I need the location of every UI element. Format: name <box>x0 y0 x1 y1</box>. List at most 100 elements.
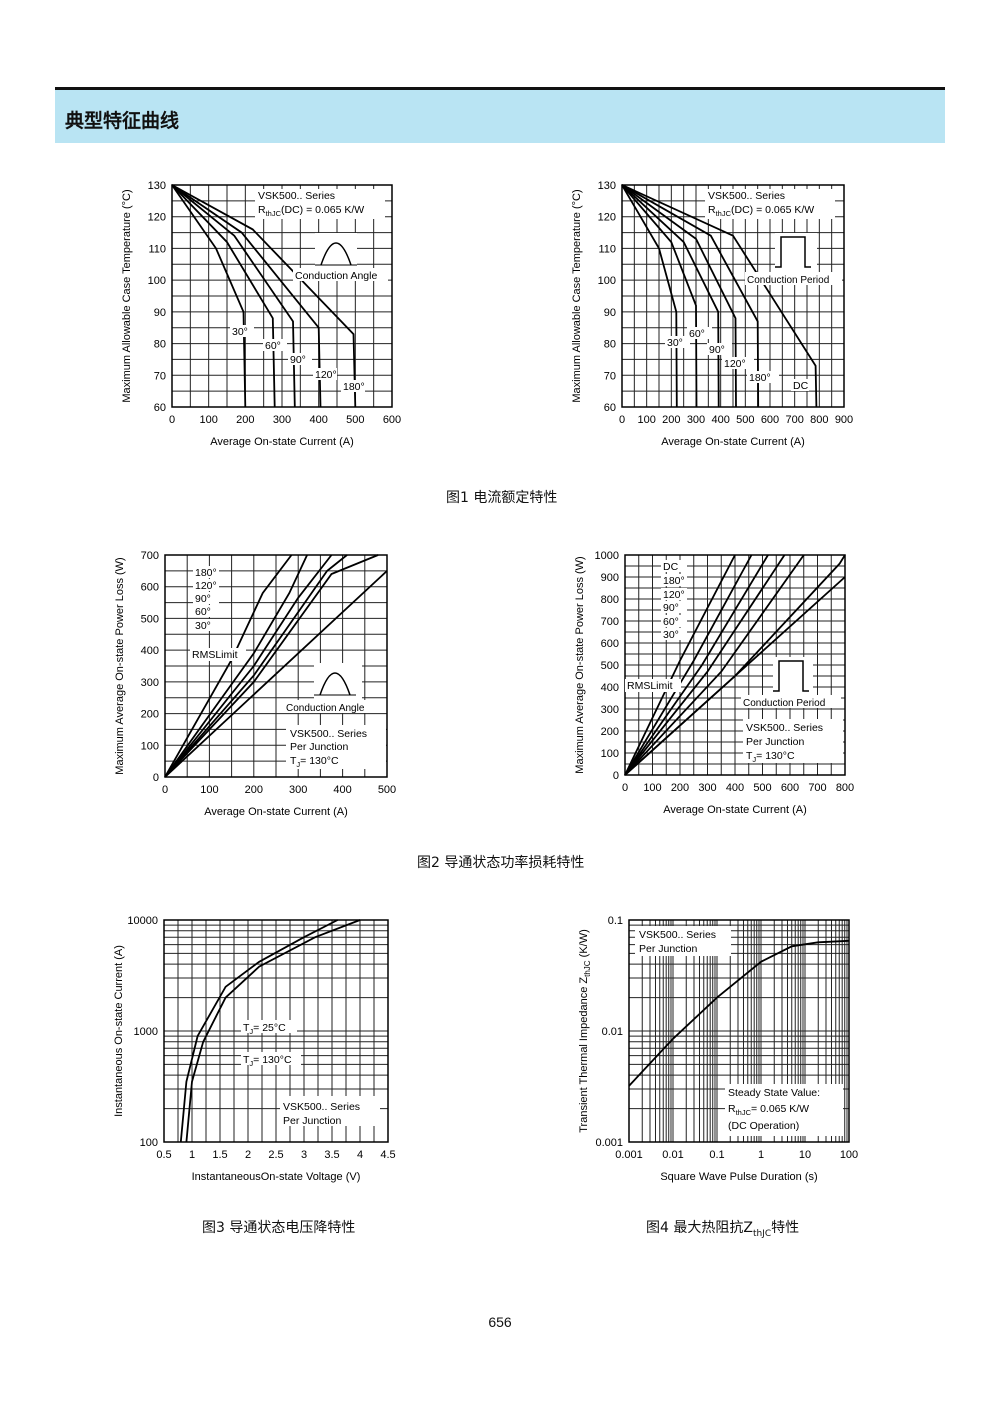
half-sine-wave-icon <box>319 672 351 696</box>
fig3-caption: 图3 导通状态电压降特性 <box>202 1220 356 1236</box>
x-tick-label: 100 <box>840 1149 858 1161</box>
tj-label: TJ= 130°C <box>290 755 339 769</box>
y-tick-label: 90 <box>604 307 616 319</box>
y-tick-label: 1000 <box>134 1026 158 1038</box>
tj-130-label: TJ= 130°C <box>243 1054 292 1068</box>
label-background <box>661 574 687 586</box>
curve-label: 90° <box>709 344 725 356</box>
x-tick-label: 0 <box>622 782 628 794</box>
y-tick-label: 130 <box>598 180 616 192</box>
x-tick-label: 900 <box>835 414 853 426</box>
y-axis-label: Maximum Average On-state Power Loss (W) <box>574 556 586 773</box>
y-tick-label: 700 <box>601 616 619 628</box>
label-background <box>313 368 337 380</box>
y-tick-label: 0 <box>613 770 619 782</box>
curve-label: 120° <box>315 369 337 381</box>
section-title: 典型特征曲线 <box>65 110 180 132</box>
tj-label-value: = 130°C <box>756 750 795 762</box>
label-background <box>286 725 386 769</box>
label-background <box>661 588 687 600</box>
y-axis-label: Maximum Average On-state Power Loss (W) <box>114 557 126 774</box>
y-tick-label: 100 <box>148 275 166 287</box>
fig1-right-chart: 0 100 200 300 400 500 600 700 800 900 60 70 80 90 100 1… <box>571 180 853 448</box>
y-tick-label: 500 <box>601 660 619 672</box>
y-tick-label: 120 <box>148 212 166 224</box>
rms-limit-label: RMSLimit <box>627 680 673 692</box>
x-tick-label: 100 <box>637 414 655 426</box>
y-tick-label: 0 <box>153 772 159 784</box>
y-tick-label: 100 <box>598 275 616 287</box>
x-tick-label: 2.5 <box>268 1149 283 1161</box>
x-axis-label: Average On-state Current (A) <box>663 804 806 816</box>
series-line <box>171 184 322 408</box>
series-line <box>624 554 753 776</box>
curve-label: 90° <box>195 593 211 605</box>
rthjc-label: RthJC(DC) = 0.065 K/W <box>258 204 364 218</box>
tj-label-value: = 130°C <box>300 755 339 767</box>
curve-label: 60° <box>689 328 705 340</box>
plot-frame <box>628 919 850 1143</box>
x-tick-label: 400 <box>333 784 351 796</box>
fig2-caption: 图2 导通状态功率损耗特性 <box>417 855 585 871</box>
section-banner: 典型特征曲线 <box>55 90 945 143</box>
x-axis-label: InstantaneousOn-state Voltage (V) <box>192 1171 361 1183</box>
y-tick-label: 110 <box>598 243 616 255</box>
series-line <box>621 184 760 408</box>
square-wave-icon <box>773 660 809 692</box>
top-rule <box>55 87 945 90</box>
label-background <box>193 566 219 578</box>
tj-25-label-sub: J <box>249 1027 253 1036</box>
fig2-right-chart: 0 100 200 300 400 500 600 700 800 0 100 200 300 400 50… <box>574 550 854 816</box>
x-tick-label: 0.1 <box>709 1149 724 1161</box>
label-background <box>241 1020 297 1033</box>
plot-frame <box>163 919 389 1143</box>
curve-label: DC <box>793 380 809 392</box>
x-tick-label: 0.001 <box>615 1149 643 1161</box>
plot-frame <box>171 184 393 408</box>
conduction-angle-label: Conduction Angle <box>295 270 377 282</box>
series-line <box>164 554 333 778</box>
label-background <box>293 268 388 281</box>
curve-label: 30° <box>663 629 679 641</box>
x-tick-label: 300 <box>273 414 291 426</box>
fig4-caption-sub: thJC <box>752 1228 772 1239</box>
x-tick-label: 400 <box>711 414 729 426</box>
series-label-text: VSK500.. Series <box>639 929 716 941</box>
x-tick-label: 4.5 <box>380 1149 395 1161</box>
y-axis-label: Transient Thermal Impedance ZthJC (K/W) <box>578 929 592 1133</box>
y-tick-label: 600 <box>601 638 619 650</box>
x-axis-label: Average On-state Current (A) <box>210 436 353 448</box>
label-background <box>747 371 779 383</box>
y-tick-label: 60 <box>604 402 616 414</box>
curve-label: 90° <box>663 602 679 614</box>
y-axis-label: Instantaneous On-state Current (A) <box>113 945 125 1117</box>
y-axis-label-sub: thJC <box>583 960 592 977</box>
label-background <box>190 648 246 661</box>
fig4-caption-suffix: 特性 <box>771 1220 800 1236</box>
fig4-caption: 图4 最大热阻抗ZthJC特性 <box>646 1217 799 1239</box>
tj-25-label: TJ= 25°C <box>243 1022 286 1036</box>
y-tick-label: 80 <box>154 339 166 351</box>
y-tick-label: 0.1 <box>608 915 623 927</box>
series-line <box>624 576 846 776</box>
label-background <box>635 926 731 956</box>
x-tick-label: 500 <box>378 784 396 796</box>
label-background <box>661 560 687 572</box>
y-tick-label: 100 <box>140 1137 158 1149</box>
label-background <box>193 619 219 631</box>
x-tick-label: 0.01 <box>662 1149 683 1161</box>
rthjc-label-value: (DC) = 0.065 K/W <box>281 204 364 216</box>
x-tick-label: 300 <box>687 414 705 426</box>
y-axis-label: Maximum Allowable Case Temperature (°C) <box>121 189 133 402</box>
y-tick-label: 1000 <box>595 550 619 562</box>
x-tick-label: 1 <box>189 1149 195 1161</box>
curve-label: 180° <box>343 381 365 393</box>
series-line <box>164 554 379 778</box>
series-line <box>164 570 388 778</box>
label-background <box>722 357 754 369</box>
label-background <box>625 679 681 692</box>
series-line <box>171 184 357 408</box>
x-tick-label: 700 <box>808 782 826 794</box>
x-tick-label: 0 <box>619 414 625 426</box>
label-background <box>741 695 841 708</box>
